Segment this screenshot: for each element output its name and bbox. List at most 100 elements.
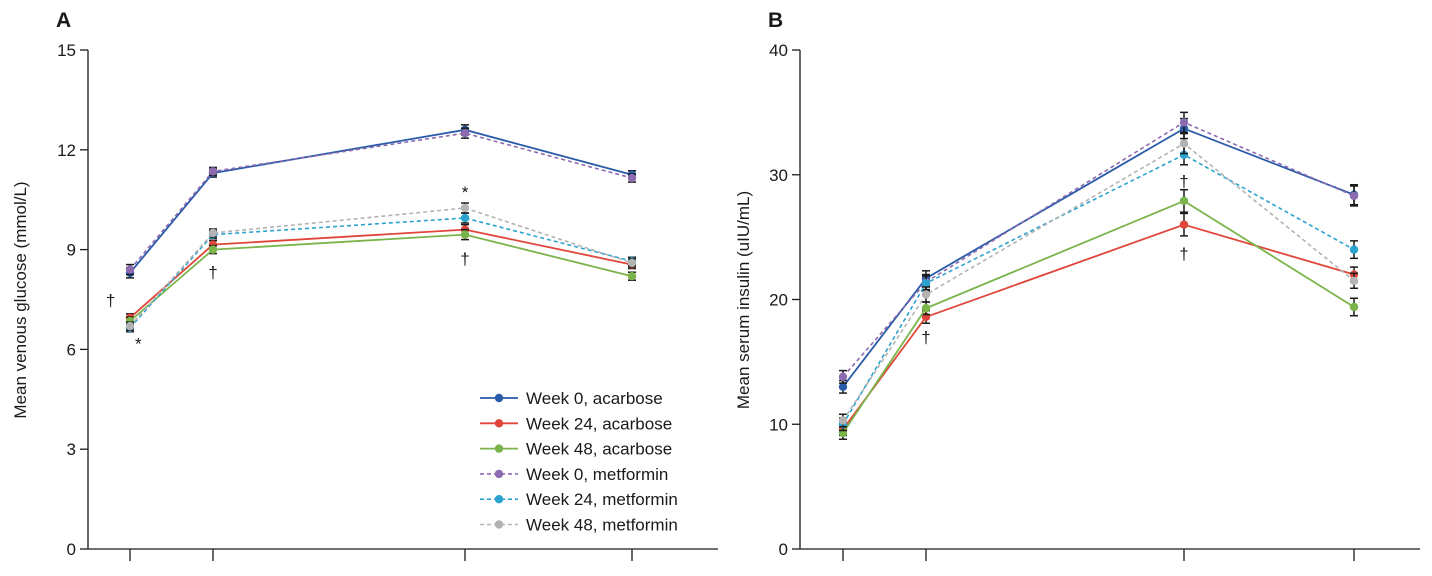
data-point <box>838 416 848 425</box>
series-line <box>842 121 1355 378</box>
significance-asterisk: * <box>135 334 142 353</box>
series-week-48-acarbose <box>125 228 637 326</box>
panel-b-series <box>838 111 1359 440</box>
data-point <box>125 265 135 274</box>
series-week-48-acarbose <box>838 188 1359 440</box>
series-week-0-metformin <box>125 127 637 276</box>
data-point <box>208 228 218 238</box>
legend-label: Week 48, metformin <box>526 516 678 535</box>
panel-b: B Mean serum insulin (uIU/mL) 010203040 … <box>734 9 1420 561</box>
legend-item-week-24-metformin: Week 24, metformin <box>480 490 678 509</box>
panel-b-y-ticks: 0 10 20 30 40 <box>769 41 800 559</box>
data-point <box>1179 220 1189 229</box>
data-point <box>627 258 637 268</box>
legend-label: Week 0, metformin <box>526 465 668 484</box>
data-point <box>208 245 218 254</box>
data-point <box>627 173 637 183</box>
legend-marker <box>494 444 504 453</box>
series-line <box>129 233 633 322</box>
series-line <box>129 217 633 329</box>
significance-dagger: † <box>1179 172 1188 191</box>
series-line <box>842 199 1355 434</box>
legend-label: Week 48, acarbose <box>526 440 672 459</box>
legend-marker <box>494 469 504 479</box>
y-tick-label: 40 <box>769 41 788 60</box>
series-line <box>842 223 1355 430</box>
legend: Week 0, acarbose Week 24, acarbose Week 48… <box>480 389 678 535</box>
y-tick-label: 15 <box>57 41 76 60</box>
significance-dagger: † <box>106 291 115 310</box>
data-point <box>838 372 848 382</box>
panel-b-letter: B <box>768 9 783 32</box>
data-point <box>627 272 637 281</box>
panel-b-y-axis-title: Mean serum insulin (uIU/mL) <box>734 191 753 409</box>
series-line <box>842 142 1355 421</box>
series-line <box>842 127 1355 388</box>
data-point <box>1179 139 1189 148</box>
legend-marker <box>494 520 504 529</box>
series-week-24-metformin <box>125 212 637 333</box>
data-point <box>1179 118 1189 127</box>
data-point <box>460 128 470 138</box>
data-point <box>1179 150 1189 159</box>
series-line <box>129 207 633 327</box>
legend-marker <box>494 419 504 428</box>
panel-a-axes: Mean venous glucose (mmol/L) <box>11 50 718 550</box>
legend-marker <box>494 393 504 403</box>
significance-dagger: † <box>208 263 217 282</box>
y-tick-label: 30 <box>769 166 788 185</box>
legend-item-week-48-acarbose: Week 48, acarbose <box>480 440 672 459</box>
panel-a-y-axis-title: Mean venous glucose (mmol/L) <box>11 181 30 418</box>
panel-a-series <box>125 124 637 333</box>
panel-a-letter: A <box>56 9 71 32</box>
panel-b-x-ticks <box>842 549 1355 561</box>
legend-item-week-24-acarbose: Week 24, acarbose <box>480 414 672 433</box>
y-tick-label: 6 <box>67 340 76 359</box>
legend-label: Week 24, metformin <box>526 490 678 509</box>
panel-a-y-ticks: 0 3 6 9 12 15 <box>57 41 88 559</box>
series-line <box>129 132 633 271</box>
y-tick-label: 3 <box>67 440 76 459</box>
series-week-48-metformin <box>125 202 637 331</box>
data-point <box>921 304 931 313</box>
series-line <box>129 128 633 274</box>
panel-b-annotations: † † † <box>921 172 1188 347</box>
data-point <box>1349 276 1359 285</box>
data-point <box>125 321 135 331</box>
panel-b-axes: Mean serum insulin (uIU/mL) <box>734 50 1420 550</box>
panel-a: A Mean venous glucose (mmol/L) 03691215 … <box>11 9 718 561</box>
y-tick-label: 20 <box>769 291 788 310</box>
series-week-48-metformin <box>838 132 1359 428</box>
data-point <box>921 290 931 299</box>
y-tick-label: 0 <box>779 540 788 559</box>
significance-dagger: † <box>921 328 930 347</box>
series-week-0-metformin <box>838 111 1359 384</box>
y-tick-label: 9 <box>67 241 76 260</box>
significance-asterisk: * <box>462 183 469 202</box>
legend-item-week-48-metformin: Week 48, metformin <box>480 516 678 535</box>
series-week-24-metformin <box>838 144 1359 432</box>
data-point <box>1349 302 1359 312</box>
y-tick-label: 12 <box>57 141 76 160</box>
series-week-24-acarbose <box>838 212 1359 437</box>
legend-item-week-0-metformin: Week 0, metformin <box>480 465 668 484</box>
data-point <box>921 279 931 288</box>
data-point <box>208 167 218 176</box>
significance-dagger: † <box>460 250 469 269</box>
legend-marker <box>494 495 504 504</box>
panel-a-x-ticks <box>129 549 633 561</box>
legend-label: Week 0, acarbose <box>526 389 663 408</box>
y-tick-label: 0 <box>67 540 76 559</box>
significance-dagger: † <box>1179 245 1188 264</box>
legend-item-week-0-acarbose: Week 0, acarbose <box>480 389 663 408</box>
legend-label: Week 24, acarbose <box>526 414 672 433</box>
data-point <box>1179 196 1189 206</box>
data-point <box>1349 245 1359 254</box>
series-line <box>842 153 1355 425</box>
data-point <box>838 382 848 392</box>
panel-a-annotations: † * † * † <box>106 183 470 353</box>
data-point <box>460 230 470 239</box>
y-tick-label: 10 <box>769 415 788 434</box>
series-line <box>129 228 633 319</box>
